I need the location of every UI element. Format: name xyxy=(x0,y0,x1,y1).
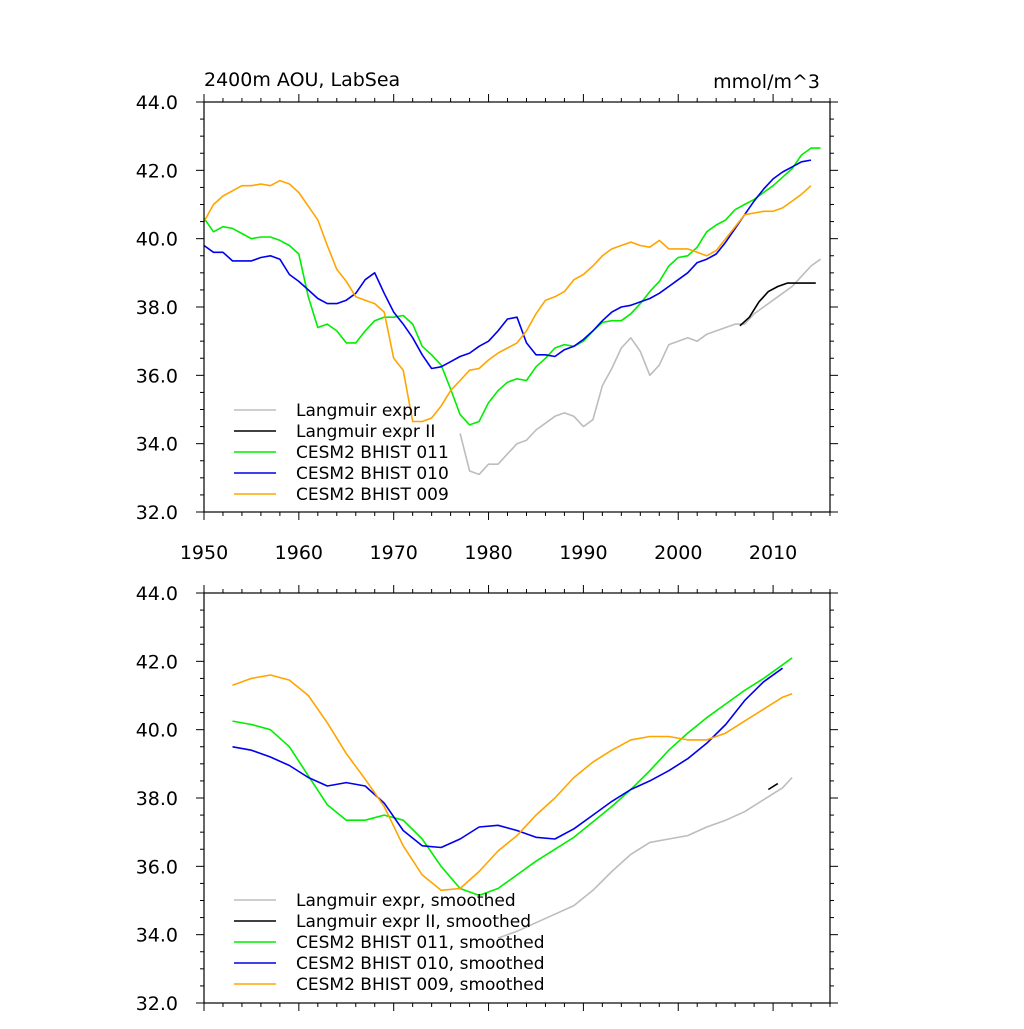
y-tick-label: 32.0 xyxy=(136,993,178,1015)
series-line xyxy=(497,776,793,939)
y-tick-label: 38.0 xyxy=(136,788,178,810)
x-tick-label: 1970 xyxy=(370,542,418,564)
legend-entry: Langmuir expr II xyxy=(296,422,435,442)
legend-entry: CESM2 BHIST 011 xyxy=(296,443,449,463)
series-line xyxy=(232,667,784,849)
series-line xyxy=(203,147,821,426)
x-tick-label: 2000 xyxy=(654,542,702,564)
legend-entry: CESM2 BHIST 009, smoothed xyxy=(296,975,545,995)
y-tick-label: 40.0 xyxy=(136,720,178,742)
x-tick-label: 1950 xyxy=(180,542,228,564)
legend-entry: Langmuir expr xyxy=(296,401,420,421)
x-tick-label: 2010 xyxy=(749,542,797,564)
x-tick-label: 1980 xyxy=(464,542,512,564)
legend-entry: CESM2 BHIST 010, smoothed xyxy=(296,954,545,974)
legend-entry: Langmuir expr, smoothed xyxy=(296,891,516,911)
legend-entry: Langmuir expr II, smoothed xyxy=(296,912,531,932)
y-tick-label: 38.0 xyxy=(136,297,178,319)
y-tick-label: 42.0 xyxy=(136,651,178,673)
x-tick-label: 1990 xyxy=(559,542,607,564)
panel-bottom: 32.0 34.0 36.0 38.0 40.0 42.0 44.0 Langmuir exp… xyxy=(136,583,838,1015)
series-line xyxy=(203,179,812,423)
series-line xyxy=(459,258,821,476)
chart-title: 2400m AOU, LabSea xyxy=(204,69,400,91)
series-line xyxy=(203,159,812,370)
y-tick-label: 36.0 xyxy=(136,856,178,878)
legend-entry: CESM2 BHIST 011, smoothed xyxy=(296,933,545,953)
series-line xyxy=(232,674,793,892)
y-tick-label: 42.0 xyxy=(136,160,178,182)
y-tick-label: 44.0 xyxy=(136,583,178,605)
series-line xyxy=(767,782,779,791)
y-tick-label: 32.0 xyxy=(136,502,178,524)
y-tick-label: 36.0 xyxy=(136,365,178,387)
series-line xyxy=(232,657,793,897)
panel-top: 2400m AOU, LabSea mmol/m^3 32.0 34.0 36.0 3… xyxy=(136,69,838,564)
series-line xyxy=(739,282,816,327)
legend-entry: CESM2 BHIST 009 xyxy=(296,485,449,505)
units-label: mmol/m^3 xyxy=(713,71,820,93)
y-tick-label: 34.0 xyxy=(136,434,178,456)
y-tick-label: 34.0 xyxy=(136,925,178,947)
legend-entry: CESM2 BHIST 010 xyxy=(296,464,449,484)
x-tick-label: 1960 xyxy=(275,542,323,564)
y-tick-label: 40.0 xyxy=(136,229,178,251)
y-tick-label: 44.0 xyxy=(136,92,178,114)
